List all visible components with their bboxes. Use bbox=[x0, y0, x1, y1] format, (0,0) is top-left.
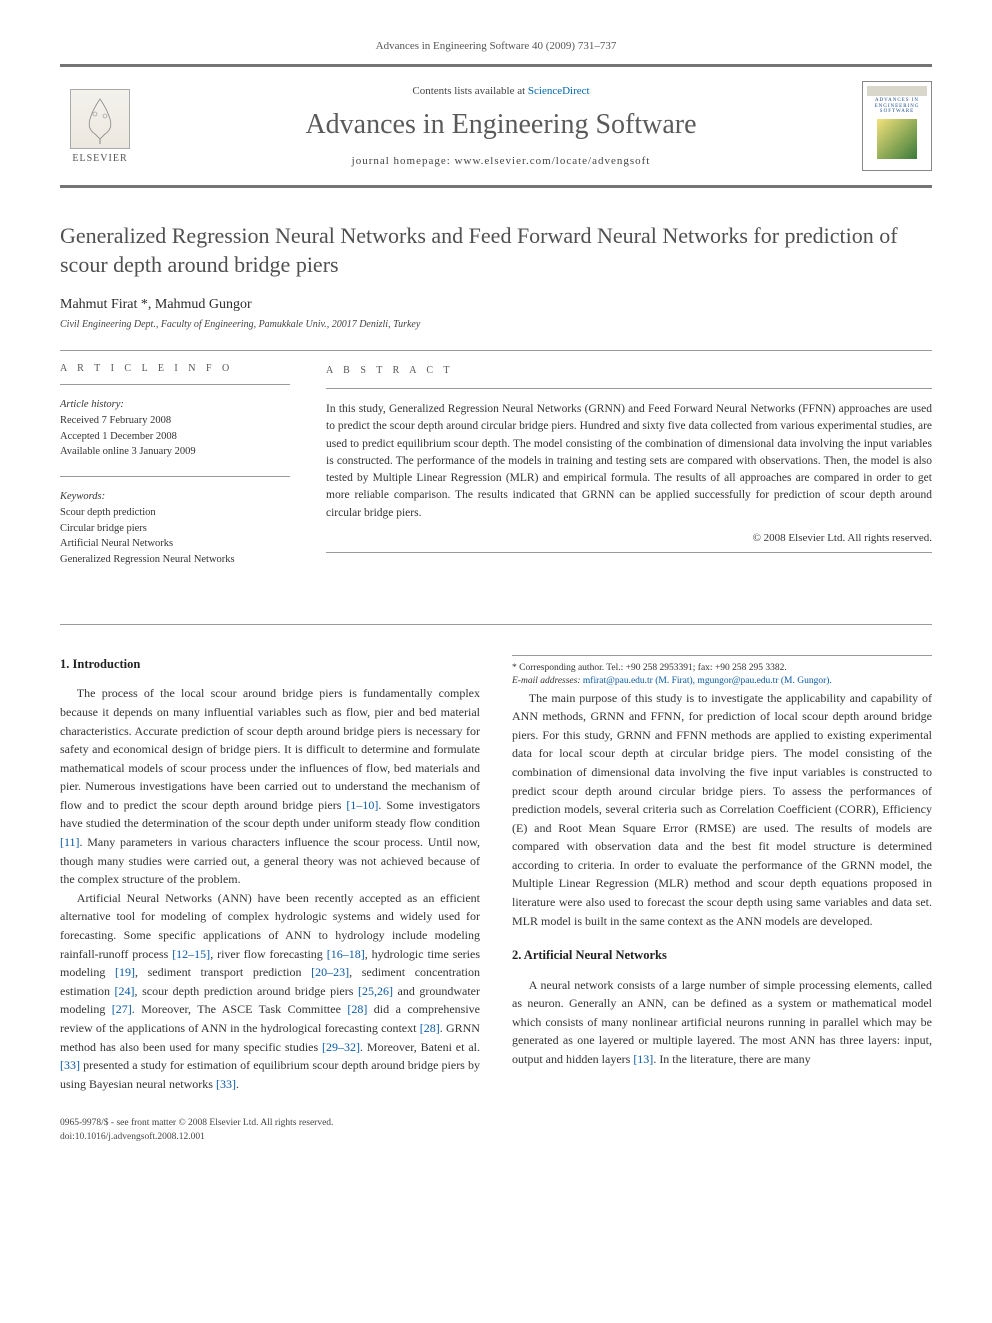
body-paragraph: A neural network consists of a large num… bbox=[512, 976, 932, 1069]
citation-link[interactable]: [11] bbox=[60, 835, 80, 849]
publisher-logo: ELSEVIER bbox=[60, 89, 140, 164]
text-run: , sediment transport prediction bbox=[135, 965, 311, 979]
text-run: The main purpose of this study is to inv… bbox=[512, 691, 932, 928]
citation-link[interactable]: [25,26] bbox=[358, 984, 393, 998]
keywords-label: Keywords: bbox=[60, 489, 290, 505]
contents-line: Contents lists available at ScienceDirec… bbox=[140, 85, 862, 97]
section-2-heading: 2. Artificial Neural Networks bbox=[512, 946, 932, 965]
body-paragraph: The main purpose of this study is to inv… bbox=[512, 689, 932, 931]
body-paragraph: The process of the local scour around br… bbox=[60, 684, 480, 889]
journal-name: Advances in Engineering Software bbox=[140, 109, 862, 141]
citation-link[interactable]: [1–10] bbox=[346, 798, 378, 812]
keyword: Generalized Regression Neural Networks bbox=[60, 552, 290, 568]
text-run: . In the literature, there are many bbox=[653, 1052, 810, 1066]
abstract-copyright: © 2008 Elsevier Ltd. All rights reserved… bbox=[326, 530, 932, 547]
authors: Mahmut Firat *, Mahmud Gungor bbox=[60, 297, 932, 313]
meta-divider-bottom bbox=[60, 624, 932, 625]
meta-divider-top bbox=[60, 350, 932, 351]
citation-link[interactable]: [12–15] bbox=[172, 947, 210, 961]
keywords-block: Keywords: Scour depth prediction Circula… bbox=[60, 489, 290, 568]
corresponding-author: * Corresponding author. Tel.: +90 258 29… bbox=[512, 662, 932, 675]
contents-prefix: Contents lists available at bbox=[412, 85, 527, 97]
citation-link[interactable]: [28] bbox=[420, 1021, 440, 1035]
page: Advances in Engineering Software 40 (200… bbox=[0, 0, 992, 1184]
publisher-name: ELSEVIER bbox=[72, 153, 127, 164]
keyword: Scour depth prediction bbox=[60, 505, 290, 521]
email-link[interactable]: mfirat@pau.edu.tr (M. Firat), mgungor@pa… bbox=[581, 676, 832, 686]
citation-link[interactable]: [24] bbox=[115, 984, 135, 998]
text-run: . Many parameters in various characters … bbox=[60, 835, 480, 886]
abstract-heading: A B S T R A C T bbox=[326, 363, 932, 378]
footer-doi: doi:10.1016/j.advengsoft.2008.12.001 bbox=[60, 1131, 932, 1144]
meta-abstract-row: A R T I C L E I N F O Article history: R… bbox=[60, 363, 932, 584]
journal-thumb-image bbox=[877, 119, 917, 159]
article-info-heading: A R T I C L E I N F O bbox=[60, 363, 290, 374]
citation-link[interactable]: [16–18] bbox=[327, 947, 365, 961]
text-run: , scour depth prediction around bridge p… bbox=[135, 984, 358, 998]
text-run: The process of the local scour around br… bbox=[60, 686, 480, 812]
keyword: Circular bridge piers bbox=[60, 521, 290, 537]
citation-link[interactable]: [33] bbox=[216, 1077, 236, 1091]
sciencedirect-link[interactable]: ScienceDirect bbox=[528, 85, 590, 97]
footnote-block: * Corresponding author. Tel.: +90 258 29… bbox=[512, 655, 932, 689]
citation-link[interactable]: [28] bbox=[347, 1002, 367, 1016]
history-received: Received 7 February 2008 bbox=[60, 413, 290, 429]
text-run: . Moreover, Bateni et al. bbox=[360, 1040, 480, 1054]
text-run: presented a study for estimation of equi… bbox=[60, 1058, 480, 1091]
history-online: Available online 3 January 2009 bbox=[60, 444, 290, 460]
journal-homepage: journal homepage: www.elsevier.com/locat… bbox=[140, 155, 862, 167]
journal-thumb-title: ADVANCES IN ENGINEERING SOFTWARE bbox=[867, 98, 927, 115]
citation-link[interactable]: [27] bbox=[112, 1002, 132, 1016]
article-title: Generalized Regression Neural Networks a… bbox=[60, 222, 932, 279]
citation-link[interactable]: [19] bbox=[115, 965, 135, 979]
citation-link[interactable]: [29–32] bbox=[322, 1040, 360, 1054]
abstract-column: A B S T R A C T In this study, Generaliz… bbox=[326, 363, 932, 584]
body-two-column: 1. Introduction The process of the local… bbox=[60, 655, 932, 1093]
keyword: Artificial Neural Networks bbox=[60, 536, 290, 552]
section-1-heading: 1. Introduction bbox=[60, 655, 480, 674]
body-paragraph: Artificial Neural Networks (ANN) have be… bbox=[60, 889, 480, 1094]
text-run: . bbox=[236, 1077, 239, 1091]
footer-front-matter: 0965-9978/$ - see front matter © 2008 El… bbox=[60, 1117, 932, 1130]
text-run: , river flow forecasting bbox=[210, 947, 327, 961]
abstract-text: In this study, Generalized Regression Ne… bbox=[326, 401, 932, 522]
journal-header-center: Contents lists available at ScienceDirec… bbox=[140, 85, 862, 167]
text-run: . Moreover, The ASCE Task Committee bbox=[132, 1002, 348, 1016]
history-accepted: Accepted 1 December 2008 bbox=[60, 429, 290, 445]
citation-link[interactable]: [20–23] bbox=[311, 965, 349, 979]
article-history: Article history: Received 7 February 200… bbox=[60, 397, 290, 460]
footnote-emails: E-mail addresses: mfirat@pau.edu.tr (M. … bbox=[512, 675, 932, 688]
journal-cover-thumb: ADVANCES IN ENGINEERING SOFTWARE bbox=[862, 81, 932, 171]
emails-label: E-mail addresses: bbox=[512, 676, 581, 686]
page-footer: 0965-9978/$ - see front matter © 2008 El… bbox=[60, 1117, 932, 1144]
elsevier-tree-icon bbox=[70, 89, 130, 149]
article-info-column: A R T I C L E I N F O Article history: R… bbox=[60, 363, 290, 584]
history-label: Article history: bbox=[60, 397, 290, 413]
citation-link[interactable]: [33] bbox=[60, 1058, 80, 1072]
affiliation: Civil Engineering Dept., Faculty of Engi… bbox=[60, 319, 932, 330]
header-citation: Advances in Engineering Software 40 (200… bbox=[60, 40, 932, 52]
citation-link[interactable]: [13] bbox=[633, 1052, 653, 1066]
journal-header-bar: ELSEVIER Contents lists available at Sci… bbox=[60, 64, 932, 188]
